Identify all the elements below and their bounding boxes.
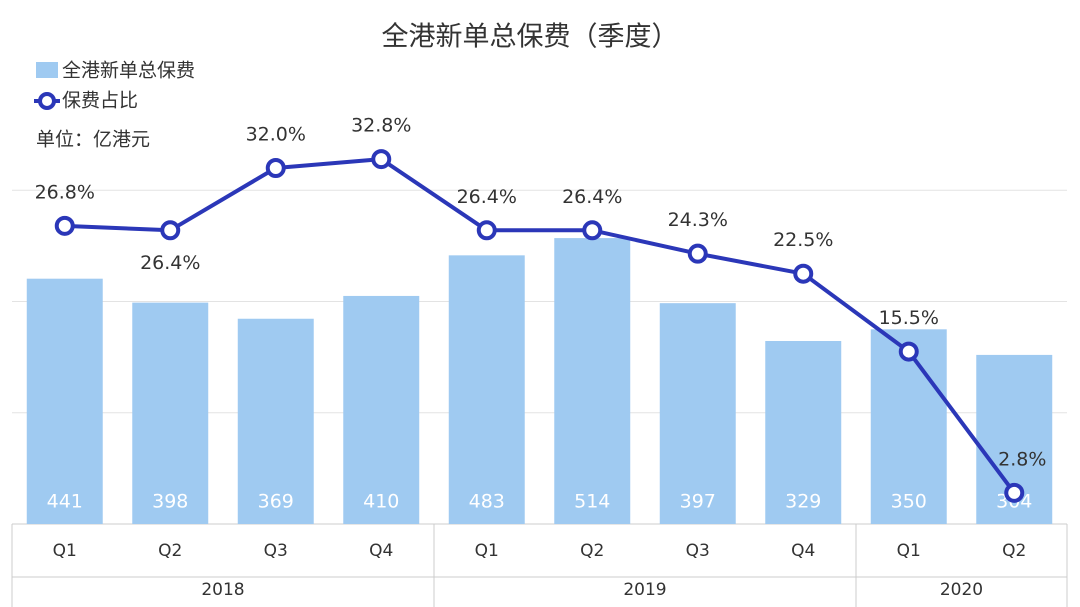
line-marker: [265, 158, 286, 178]
x-tick-label: Q1: [897, 541, 921, 561]
line-marker: [476, 220, 497, 241]
line-value-label: 2.8%: [998, 448, 1046, 470]
line-marker: [371, 149, 392, 170]
bar-value-label: 369: [258, 491, 294, 513]
line-value-label: 26.4%: [140, 252, 200, 274]
x-tick-label: Q4: [369, 541, 393, 561]
bar-value-label: 410: [363, 491, 399, 513]
line-value-label: 32.8%: [351, 115, 411, 137]
line-marker: [687, 243, 708, 264]
bar-value-label: 397: [680, 491, 716, 513]
bar-value-label: 483: [469, 491, 505, 513]
x-tick-label: Q2: [158, 541, 182, 561]
line-value-label: 22.5%: [773, 229, 833, 251]
group-label: 2020: [940, 580, 983, 600]
x-tick-label: Q3: [264, 541, 288, 561]
bar: [659, 303, 736, 524]
line: [64, 157, 1016, 495]
bar-value-label: 441: [47, 491, 83, 513]
unit-note: 单位：亿港元: [36, 129, 150, 151]
line-value-label: 26.8%: [35, 181, 95, 203]
x-tick-label: Q1: [53, 541, 77, 561]
x-tick-label: Q1: [475, 541, 499, 561]
group-label: 2018: [201, 580, 244, 600]
bar-value-label: 398: [152, 491, 188, 513]
chart-title: 全港新单总保费（季度）: [382, 22, 679, 53]
bar: [554, 238, 631, 524]
x-tick-label: Q3: [686, 541, 710, 561]
x-tick-label: Q2: [1002, 541, 1026, 561]
legend-label: 全港新单总保费: [62, 60, 195, 82]
line-marker: [160, 220, 181, 241]
line-value-label: 15.5%: [879, 307, 939, 329]
group-label: 2019: [623, 580, 666, 600]
bar: [448, 255, 525, 525]
line-marker: [1004, 482, 1025, 503]
category-axis: [11, 523, 1068, 607]
x-tick-label: Q2: [580, 541, 604, 561]
bar: [132, 302, 209, 524]
line-value-label: 32.0%: [246, 124, 306, 146]
x-tick-label: Q4: [791, 541, 815, 561]
line-value-label: 26.4%: [457, 186, 517, 208]
bar: [765, 340, 842, 524]
legend-marker: [38, 92, 56, 110]
line-value-label: 26.4%: [562, 186, 622, 208]
bar: [237, 318, 314, 524]
legend-label: 保费占比: [62, 90, 138, 112]
bar-value-label: 514: [574, 491, 610, 513]
line-marker: [898, 341, 919, 362]
legend-swatch-bar: [36, 62, 58, 78]
bar: [26, 278, 103, 524]
line-marker: [54, 215, 75, 236]
bar: [343, 295, 420, 524]
line-marker: [793, 263, 814, 284]
bar-value-label: 350: [891, 491, 927, 513]
legend: 全港新单总保费 保费占比: [34, 60, 195, 112]
bar-value-label: 329: [785, 491, 821, 513]
line-marker: [582, 220, 603, 241]
line-value-label: 24.3%: [668, 209, 728, 231]
bar: [870, 329, 947, 524]
